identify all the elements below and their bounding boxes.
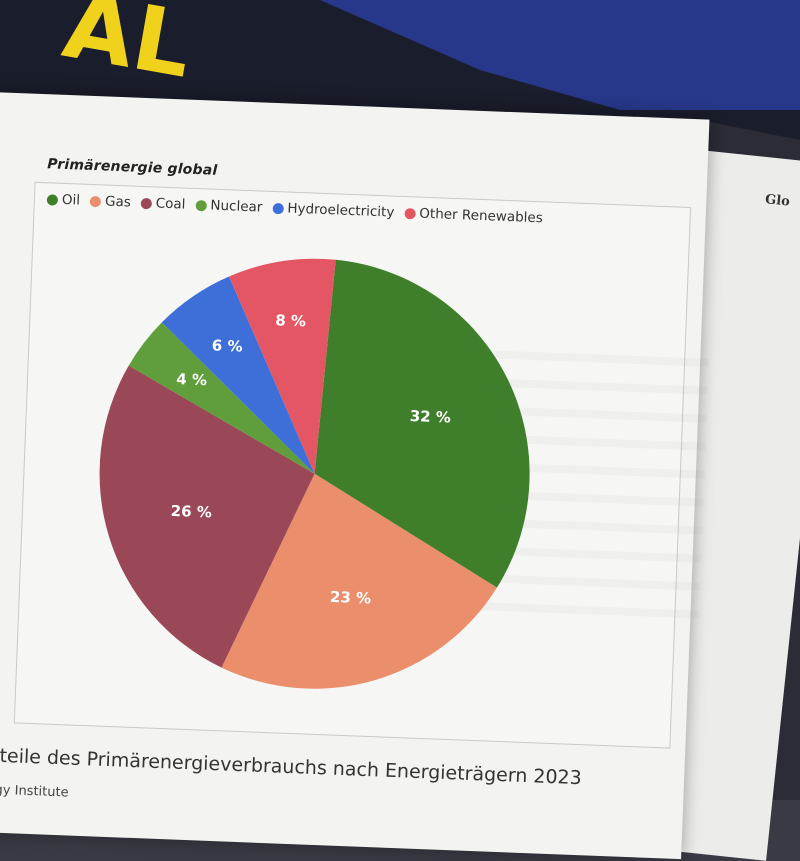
chart-legend: Oil Gas Coal Nuclear Hydroelectricity Other R… xyxy=(46,191,543,226)
right-page-title: Glo xyxy=(764,192,791,210)
legend-label: Gas xyxy=(104,193,132,211)
pie-chart: 32 % 23 % 26 % 4 % 6 % 8 % xyxy=(99,258,530,689)
legend-label: Hydroelectricity xyxy=(287,200,395,221)
slice-label-gas: 23 % xyxy=(330,588,372,608)
legend-item-oil: Oil xyxy=(46,191,81,209)
figure-source: nergy Institute xyxy=(0,781,69,801)
legend-item-gas: Gas xyxy=(89,193,132,211)
legend-swatch xyxy=(404,207,416,219)
legend-label: Coal xyxy=(155,195,186,213)
legend-swatch xyxy=(89,195,102,207)
legend-swatch xyxy=(46,193,59,206)
legend-swatch xyxy=(272,202,284,214)
pie-slice-hydroelectricity xyxy=(161,276,315,474)
pie-slice-coal xyxy=(99,365,315,668)
chart-frame: Oil Gas Coal Nuclear Hydroelectricity Other R… xyxy=(13,181,711,749)
slice-label-oil: 32 % xyxy=(409,407,451,427)
legend-label: Other Renewables xyxy=(419,205,544,227)
legend-label: Nuclear xyxy=(210,197,263,216)
legend-swatch xyxy=(195,199,207,211)
legend-item-other-renewables: Other Renewables xyxy=(404,205,543,226)
slice-label-hydroelectricity: 6 % xyxy=(212,336,243,355)
chart-title: Primärenergie global xyxy=(46,156,218,179)
figure-caption: Anteile des Primärenergieverbrauchs nach… xyxy=(0,743,583,790)
slice-label-coal: 26 % xyxy=(170,502,212,522)
pie-slice-oil xyxy=(314,259,530,588)
legend-item-hydroelectricity: Hydroelectricity xyxy=(272,200,395,221)
legend-label: Oil xyxy=(61,191,81,209)
slice-label-other-renewables: 8 % xyxy=(275,311,306,330)
pie-slice-other-renewables xyxy=(229,258,336,474)
slice-label-nuclear: 4 % xyxy=(176,370,207,389)
pie-slice-nuclear xyxy=(128,322,315,474)
legend-swatch xyxy=(140,197,152,209)
legend-item-coal: Coal xyxy=(140,195,186,213)
pie-slice-gas xyxy=(221,473,497,689)
legend-item-nuclear: Nuclear xyxy=(195,197,263,216)
book-page: Primärenergie global Oil Gas Coal Nuclear Hy… xyxy=(0,92,711,860)
